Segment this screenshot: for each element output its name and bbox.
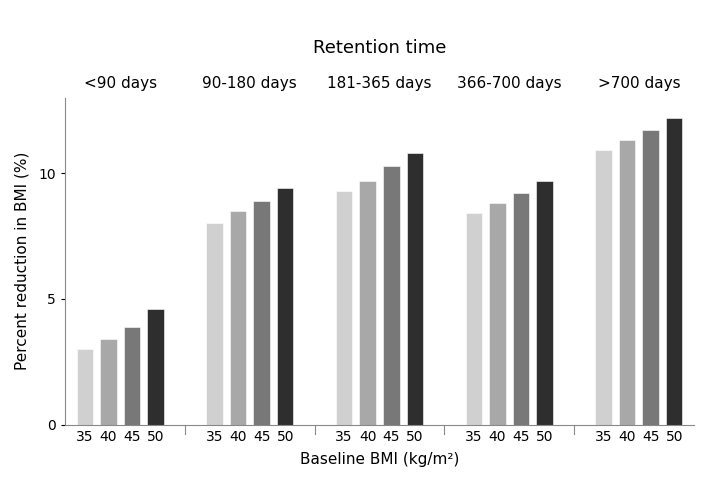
Bar (513, 193, 529, 425)
Bar (123, 327, 140, 425)
Title: Retention time: Retention time (313, 39, 446, 57)
Bar (206, 224, 223, 425)
Text: <90 days: <90 days (84, 76, 157, 91)
Bar (489, 203, 506, 425)
X-axis label: Baseline BMI (kg/m²): Baseline BMI (kg/m²) (300, 452, 459, 467)
Bar (77, 349, 93, 425)
Bar (536, 181, 553, 425)
Y-axis label: Percent reduction in BMI (%): Percent reduction in BMI (%) (15, 152, 30, 370)
Bar (359, 181, 376, 425)
Bar (230, 211, 246, 425)
Bar (336, 191, 352, 425)
Text: 366-700 days: 366-700 days (457, 76, 562, 91)
Bar (383, 165, 400, 425)
Bar (406, 153, 423, 425)
Bar (466, 214, 482, 425)
Text: >700 days: >700 days (598, 76, 680, 91)
Bar (253, 201, 270, 425)
Bar (100, 339, 116, 425)
Text: 181-365 days: 181-365 days (328, 76, 432, 91)
Bar (277, 188, 294, 425)
Bar (666, 118, 683, 425)
Text: 90-180 days: 90-180 days (203, 76, 297, 91)
Bar (642, 130, 659, 425)
Bar (147, 309, 164, 425)
Bar (619, 140, 635, 425)
Bar (596, 150, 612, 425)
